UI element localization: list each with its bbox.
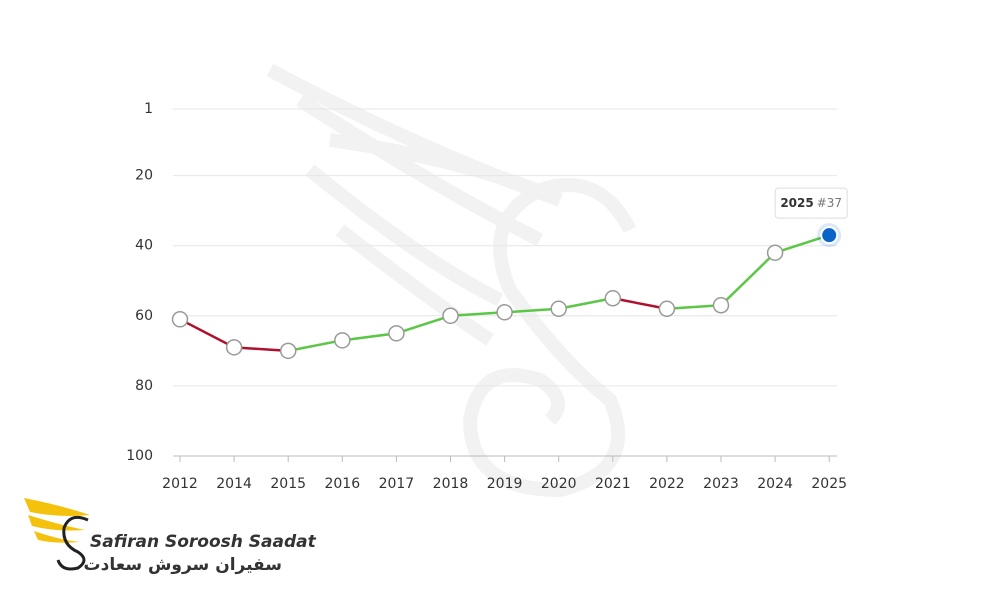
point bbox=[225, 339, 243, 356]
line-segment bbox=[774, 233, 830, 254]
line-segment bbox=[342, 332, 397, 342]
line-segment bbox=[666, 304, 722, 311]
y-tick-label: 1 bbox=[144, 101, 153, 117]
tooltip-label: #37 bbox=[817, 196, 842, 210]
logo-wing bbox=[24, 498, 90, 543]
point bbox=[550, 300, 567, 318]
point bbox=[442, 307, 459, 325]
y-tick-label: 40 bbox=[135, 238, 153, 254]
line-segment bbox=[558, 297, 614, 311]
line-segment bbox=[287, 339, 343, 353]
point bbox=[496, 304, 513, 321]
point bbox=[279, 342, 297, 360]
logo-name-fa: سفیران سروش سعادت bbox=[84, 555, 282, 575]
line-segment bbox=[234, 346, 289, 353]
point bbox=[712, 297, 730, 314]
y-tick-label: 100 bbox=[126, 448, 153, 464]
point bbox=[766, 244, 784, 261]
line-segment bbox=[612, 297, 668, 311]
x-tick-label: 2016 bbox=[324, 476, 360, 492]
line-segment bbox=[450, 311, 505, 318]
x-tick-label: 2025 bbox=[811, 476, 847, 492]
tooltip-text: 2025 #37 bbox=[780, 196, 842, 210]
line-segment bbox=[179, 318, 235, 349]
point bbox=[171, 311, 189, 328]
y-tick-label: 20 bbox=[135, 168, 153, 184]
x-tick-label: 2021 bbox=[595, 476, 631, 492]
point bbox=[388, 325, 405, 342]
line-segment bbox=[396, 314, 451, 335]
x-tick-label: 2012 bbox=[162, 476, 198, 492]
tooltip: 2025 #37 bbox=[774, 187, 848, 219]
x-tick-label: 2014 bbox=[216, 476, 252, 492]
point bbox=[658, 300, 676, 318]
point bbox=[604, 290, 622, 307]
watermark bbox=[266, 63, 637, 498]
y-tick-label: 60 bbox=[135, 308, 153, 324]
point bbox=[820, 226, 839, 245]
x-tick-label: 2018 bbox=[433, 476, 469, 492]
logo: Safiran Soroosh Saadat سفیران سروش سعادت bbox=[24, 498, 317, 575]
line-segment bbox=[504, 307, 559, 314]
line-segment bbox=[720, 251, 776, 307]
logo-s bbox=[56, 515, 89, 571]
tooltip-category: 2025 bbox=[780, 196, 813, 210]
logo-name: Safiran Soroosh Saadat bbox=[90, 532, 317, 552]
x-tick-label: 2015 bbox=[270, 476, 306, 492]
x-tick-label: 2019 bbox=[487, 476, 523, 492]
x-tick-label: 2022 bbox=[649, 476, 685, 492]
x-tick-label: 2017 bbox=[379, 476, 415, 492]
x-tick-label: 2020 bbox=[541, 476, 577, 492]
point bbox=[334, 332, 351, 349]
x-tick-label: 2024 bbox=[757, 476, 793, 492]
x-tick-label: 2023 bbox=[703, 476, 739, 492]
tooltip-box bbox=[774, 187, 848, 219]
y-tick-label: 80 bbox=[135, 378, 153, 394]
